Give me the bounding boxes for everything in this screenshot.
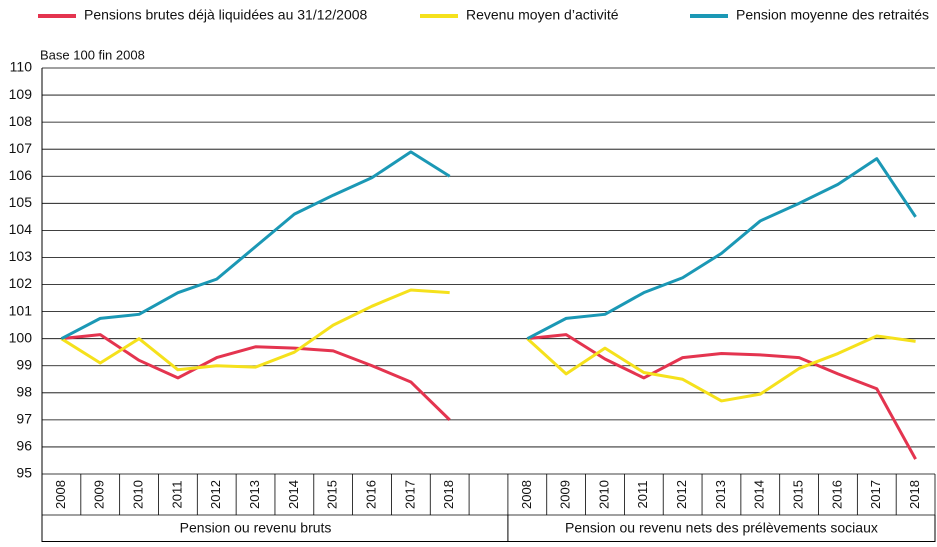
x-tick-label: 2015 [791,480,806,509]
y-tick-label: 107 [9,140,33,156]
x-tick-label: 2009 [558,480,573,509]
legend-label: Pensions brutes déjà liquidées au 31/12/… [84,7,368,23]
x-tick-label: 2018 [907,480,922,509]
x-tick-label: 2011 [169,481,184,509]
legend-label: Pension moyenne des retraités [736,7,929,23]
x-tick-label: 2008 [519,480,534,509]
x-tick-label: 2011 [635,481,650,509]
y-tick-label: 95 [16,465,32,481]
legend-label: Revenu moyen d’activité [466,7,619,23]
y-tick-label: 99 [16,356,32,372]
x-tick-label: 2010 [131,480,146,509]
series-line [61,333,917,460]
y-tick-label: 98 [16,384,32,400]
x-tick-label: 2012 [208,480,223,509]
y-tick-label: 110 [10,59,33,75]
y-tick-label: 104 [9,221,33,237]
x-tick-label: 2016 [363,480,378,509]
y-tick-label: 97 [16,411,32,427]
x-tick-label: 2012 [674,480,689,509]
x-tick-label: 2017 [402,480,417,509]
y-tick-label: 108 [9,113,33,129]
y-tick-label: 100 [9,329,33,345]
group-label: Pension ou revenu nets des prélèvements … [565,520,878,536]
y-tick-label: 96 [16,438,32,454]
x-tick-label: 2008 [53,480,68,509]
y-tick-label: 109 [9,86,33,102]
x-tick-label: 2015 [325,480,340,509]
y-tick-label: 105 [9,194,33,210]
y-tick-label: 103 [9,248,33,264]
series-line [60,150,917,340]
series-line [60,288,916,403]
y-tick-label: 102 [9,275,33,291]
x-tick-label: 2010 [596,480,611,509]
x-tick-label: 2014 [286,480,301,509]
x-tick-label: 2009 [92,480,107,509]
y-tick-label: 106 [9,167,33,183]
x-tick-label: 2014 [752,480,767,509]
x-tick-label: 2017 [868,480,883,509]
x-tick-label: 2018 [441,480,456,509]
y-axis-label: Base 100 fin 2008 [40,47,145,62]
x-tick-label: 2016 [829,480,844,509]
x-tick-label: 2013 [713,480,728,509]
group-label: Pension ou revenu bruts [180,520,332,536]
x-tick-label: 2013 [247,480,262,509]
y-tick-label: 101 [9,302,33,318]
